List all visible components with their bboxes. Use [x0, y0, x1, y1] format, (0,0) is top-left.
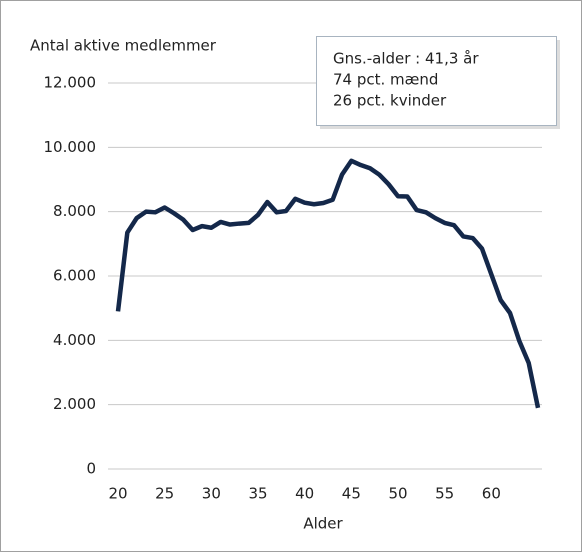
x-tick-label: 30	[202, 485, 221, 503]
x-tick-label: 55	[435, 485, 454, 503]
data-line	[115, 158, 541, 409]
y-tick-label: 8.000	[53, 202, 96, 220]
y-tick-label: 12.000	[44, 74, 97, 92]
y-tick-label: 10.000	[44, 138, 97, 156]
x-tick-label: 25	[155, 485, 174, 503]
x-tick-label: 40	[295, 485, 314, 503]
x-tick-label: 50	[388, 485, 407, 503]
x-axis-label: Alder	[303, 515, 343, 533]
y-tick-label: 6.000	[53, 267, 96, 285]
x-tick-label: 20	[108, 485, 127, 503]
x-tick-label: 60	[482, 485, 501, 503]
y-tick-label: 2.000	[53, 395, 96, 413]
y-tick-label: 0	[86, 460, 96, 478]
x-tick-label: 35	[248, 485, 267, 503]
annotation-box	[316, 36, 557, 126]
y-axis-label: Antal aktive medlemmer	[30, 37, 217, 55]
annotation-text: 26 pct. kvinder	[333, 92, 447, 110]
y-tick-label: 4.000	[53, 331, 96, 349]
annotation-text: 74 pct. mænd	[333, 71, 438, 89]
annotation-text: Gns.-alder : 41,3 år	[333, 50, 479, 68]
x-tick-label: 45	[342, 485, 361, 503]
